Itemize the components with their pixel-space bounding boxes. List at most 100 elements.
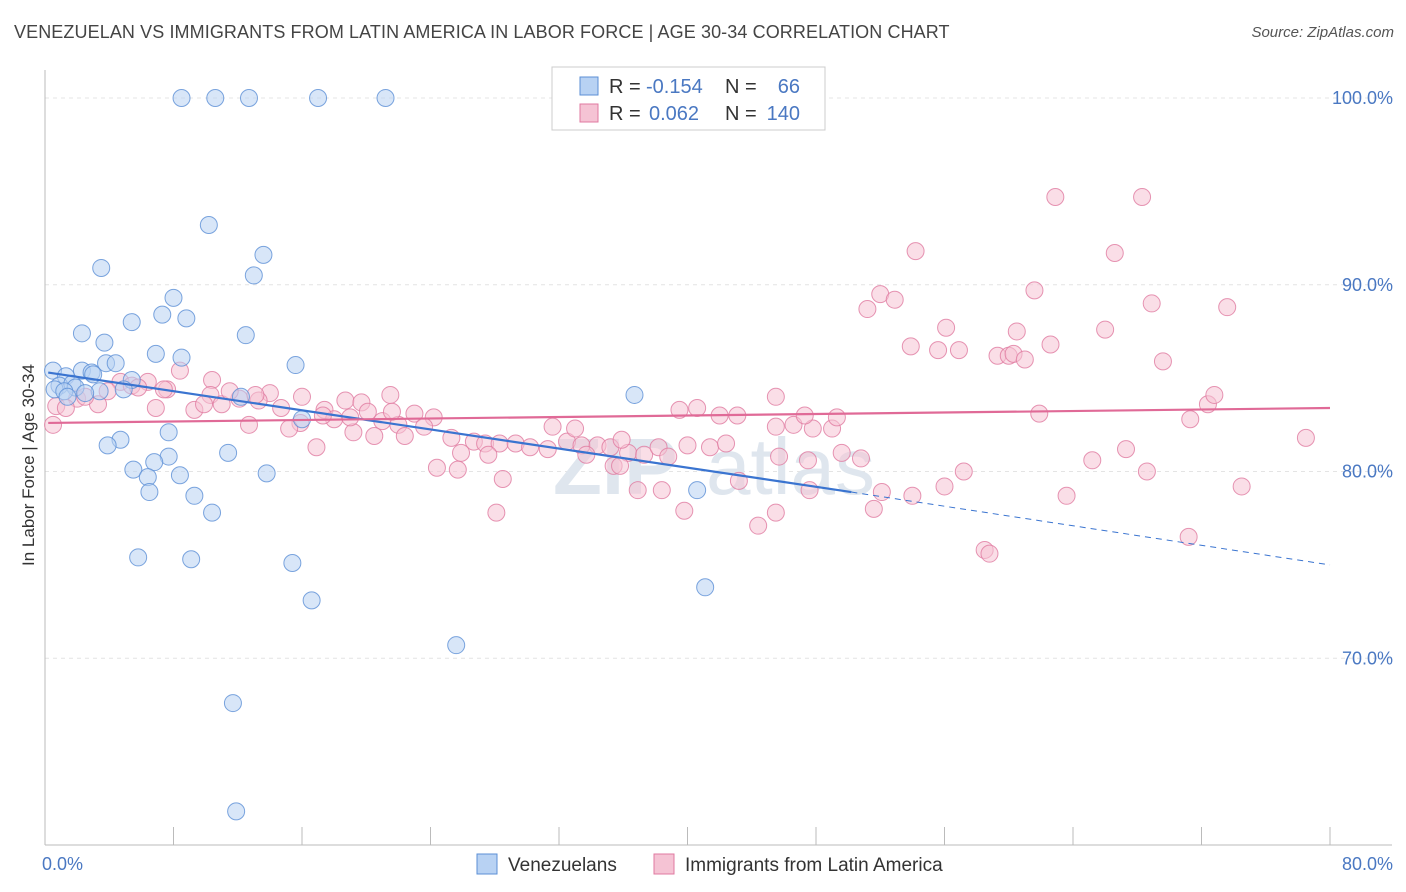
pink-data-point: [1105, 244, 1124, 263]
pink-data-point: [1041, 335, 1060, 354]
blue-data-point: [138, 468, 157, 487]
pink-data-point: [344, 423, 363, 442]
pink-data-point: [239, 415, 258, 434]
blue-data-point: [206, 89, 225, 108]
series-pink-points: [44, 187, 1315, 563]
pink-data-point: [612, 430, 631, 449]
pink-data-point: [906, 242, 925, 261]
blue-data-point: [124, 460, 143, 479]
pink-data-point: [1025, 281, 1044, 300]
legend-n-value-2: 140: [767, 103, 800, 125]
pink-data-point: [901, 337, 920, 356]
pink-data-point: [798, 451, 817, 470]
blue-data-point: [302, 591, 321, 610]
pink-data-point: [766, 503, 785, 522]
pink-data-point: [851, 449, 870, 468]
y-tick-label: 100.0%: [1332, 88, 1393, 108]
legend-r-value-2: 0.062: [649, 103, 699, 125]
blue-data-point: [283, 554, 302, 573]
blue-data-point: [122, 313, 141, 332]
pink-data-point: [1218, 298, 1237, 317]
pink-data-point: [929, 341, 948, 360]
blue-data-point: [286, 356, 305, 375]
blue-data-point: [106, 354, 125, 373]
blue-data-point: [153, 305, 172, 324]
pink-data-point: [717, 434, 736, 453]
bottom-legend-swatch-blue: [476, 853, 498, 875]
blue-data-point: [244, 266, 263, 285]
blue-data-point: [447, 636, 466, 655]
legend-r-value-1: -0.154: [646, 76, 703, 98]
watermark-atlas: atlas: [706, 422, 875, 511]
y-tick-label: 70.0%: [1342, 648, 1393, 668]
pink-data-point: [1007, 322, 1026, 341]
blue-data-point: [376, 89, 395, 108]
pink-data-point: [365, 427, 384, 446]
pink-data-point: [1179, 527, 1198, 546]
pink-data-point: [770, 447, 789, 466]
legend-n-value-1: 66: [778, 76, 800, 98]
pink-data-point: [1015, 350, 1034, 369]
pink-data-point: [487, 503, 506, 522]
pink-data-point: [903, 486, 922, 505]
pink-data-point: [795, 406, 814, 425]
y-axis-label: In Labor Force | Age 30-34: [19, 364, 38, 566]
pink-data-point: [611, 456, 630, 475]
pink-data-point: [954, 462, 973, 481]
blue-data-point: [170, 466, 189, 485]
pink-data-point: [493, 469, 512, 488]
pink-data-point: [832, 443, 851, 462]
pink-data-point: [1205, 385, 1224, 404]
pink-data-point: [203, 371, 222, 389]
pink-data-point: [146, 399, 165, 418]
blue-data-point: [227, 802, 246, 821]
pink-data-point: [1083, 451, 1102, 470]
pink-data-point: [381, 385, 400, 404]
pink-data-point: [1142, 294, 1161, 313]
blue-data-point: [140, 483, 159, 502]
blue-data-point: [172, 89, 191, 108]
blue-data-point: [236, 326, 255, 345]
blue-data-point: [223, 694, 242, 713]
pink-data-point: [980, 544, 999, 563]
blue-data-point: [146, 344, 165, 363]
blue-data-point: [185, 486, 204, 505]
pink-trend-line: [48, 406, 1331, 425]
blue-data-point: [58, 387, 77, 406]
pink-data-point: [670, 400, 689, 419]
legend-swatch-pink: [579, 103, 599, 123]
pink-data-point: [44, 415, 63, 434]
pink-data-point: [652, 481, 671, 500]
pink-data-point: [700, 438, 719, 457]
pink-data-point: [935, 477, 954, 496]
pink-data-point: [766, 417, 785, 436]
pink-data-point: [628, 481, 647, 500]
legend-r-label-1: R =: [609, 76, 641, 98]
pink-data-point: [1096, 320, 1115, 339]
pink-data-point: [1232, 477, 1251, 496]
pink-data-point: [577, 445, 596, 464]
blue-data-point: [219, 443, 238, 462]
blue-data-point: [92, 258, 111, 277]
blue-data-point: [98, 436, 117, 455]
blue-data-point: [159, 423, 178, 442]
blue-data-point: [688, 481, 707, 500]
axes: [44, 70, 1392, 846]
pink-data-point: [766, 387, 785, 406]
pink-data-point: [395, 427, 414, 446]
blue-data-point: [309, 89, 328, 108]
blue-data-point: [257, 464, 276, 483]
chart-title: VENEZUELAN VS IMMIGRANTS FROM LATIN AMER…: [14, 22, 950, 42]
blue-data-point: [239, 89, 258, 108]
x-tick-label: 80.0%: [1342, 854, 1393, 874]
blue-data-point: [177, 309, 196, 328]
pink-data-point: [382, 402, 401, 421]
pink-data-point: [1181, 410, 1200, 429]
series-blue-points: [44, 89, 715, 821]
blue-trend-extension: [851, 491, 1331, 566]
x-tick-labels: 0.0% 80.0%: [42, 854, 1393, 874]
blue-data-point: [164, 288, 183, 307]
blue-data-point: [199, 216, 218, 234]
pink-data-point: [949, 341, 968, 360]
